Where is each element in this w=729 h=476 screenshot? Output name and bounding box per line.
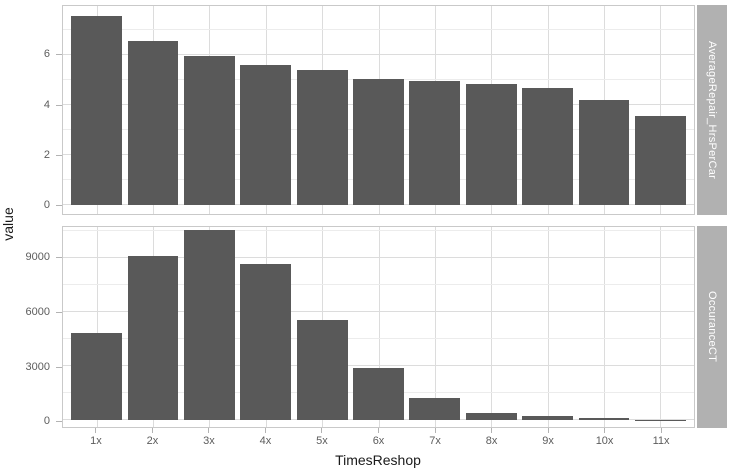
y-tick-mark [56,366,62,368]
bar-5x [296,69,348,205]
y-tick-label: 6 [43,48,50,61]
bar-1x [71,332,123,421]
x-tick-mark [321,428,323,433]
bar-8x [465,83,517,205]
y-tick-label: 0 [43,199,50,212]
y-tick-label: 4 [43,98,50,111]
y-tick-mark [56,104,62,106]
gridline-vertical [660,6,662,214]
facet-panel-OccuranceCT [62,226,695,428]
bar-4x [240,263,292,421]
bar-3x [184,56,235,205]
x-tick-label: 2x [146,435,159,447]
y-tick-mark [56,54,62,56]
gridline-vertical [603,227,605,427]
bar-11x [634,419,686,421]
x-tick-mark [151,428,153,433]
gridline-minor [63,28,694,30]
x-tick-label: 6x [372,435,385,447]
bar-8x [465,412,517,421]
x-tick-mark [95,428,97,433]
gridline-minor [63,230,694,232]
facet-panel-AverageRepair_HrsPerCar [62,5,695,215]
x-axis-title: TimesReshop [335,452,421,468]
bar-9x [522,87,573,205]
gridline-vertical [660,227,662,427]
x-tick-mark [547,428,549,433]
x-tick-label: 7x [429,435,441,447]
gridline-major [63,53,694,55]
x-tick-mark [604,428,606,433]
x-tick-label: 8x [485,435,498,447]
bar-3x [184,230,235,421]
y-tick-mark [56,205,62,207]
bar-2x [127,41,179,205]
x-tick-mark [491,428,493,433]
y-tick-mark [56,421,62,423]
bar-1x [71,16,123,205]
x-tick-label: 11x [652,435,670,447]
facet-strip-label: OccuranceCT [706,291,718,363]
bar-2x [127,256,179,421]
x-tick-mark [378,428,379,433]
bar-10x [578,418,630,421]
bar-6x [353,78,404,205]
gridline-major [63,365,694,367]
bar-11x [634,116,686,205]
facet-strip: OccuranceCT [697,226,727,428]
gridline-vertical [96,227,98,427]
gridline-minor [63,338,694,340]
facet-strip: AverageRepair_HrsPerCar [697,5,727,215]
x-tick-mark [660,428,662,433]
y-tick-mark [56,312,62,314]
y-tick-label: 6000 [25,306,50,319]
bar-5x [296,320,348,421]
x-tick-mark [208,428,210,433]
bar-9x [522,416,573,421]
bar-10x [578,99,630,205]
gridline-major [63,257,694,259]
y-tick-mark [56,155,62,157]
x-tick-mark [434,428,436,433]
x-tick-label: 9x [542,435,554,447]
bar-7x [409,397,461,421]
gridline-vertical [434,227,436,427]
bar-4x [240,64,292,205]
y-tick-label: 9000 [25,251,50,264]
x-tick-label: 10x [595,435,614,447]
y-tick-label: 3000 [25,360,50,373]
x-tick-mark [264,428,266,433]
x-tick-label: 3x [203,435,215,447]
gridline-minor [63,284,694,286]
bar-6x [353,368,404,421]
x-tick-label: 1x [90,435,102,447]
gridline-vertical [491,227,493,427]
x-tick-label: 5x [316,435,328,447]
gridline-vertical [378,227,380,427]
facet-strip-label: AverageRepair_HrsPerCar [706,40,718,180]
x-tick-label: 4x [259,435,272,447]
gridline-major [63,311,694,313]
y-tick-label: 2 [43,149,50,162]
gridline-vertical [547,227,549,427]
y-tick-label: 0 [43,415,50,428]
y-tick-mark [56,257,62,259]
bar-7x [409,81,461,205]
